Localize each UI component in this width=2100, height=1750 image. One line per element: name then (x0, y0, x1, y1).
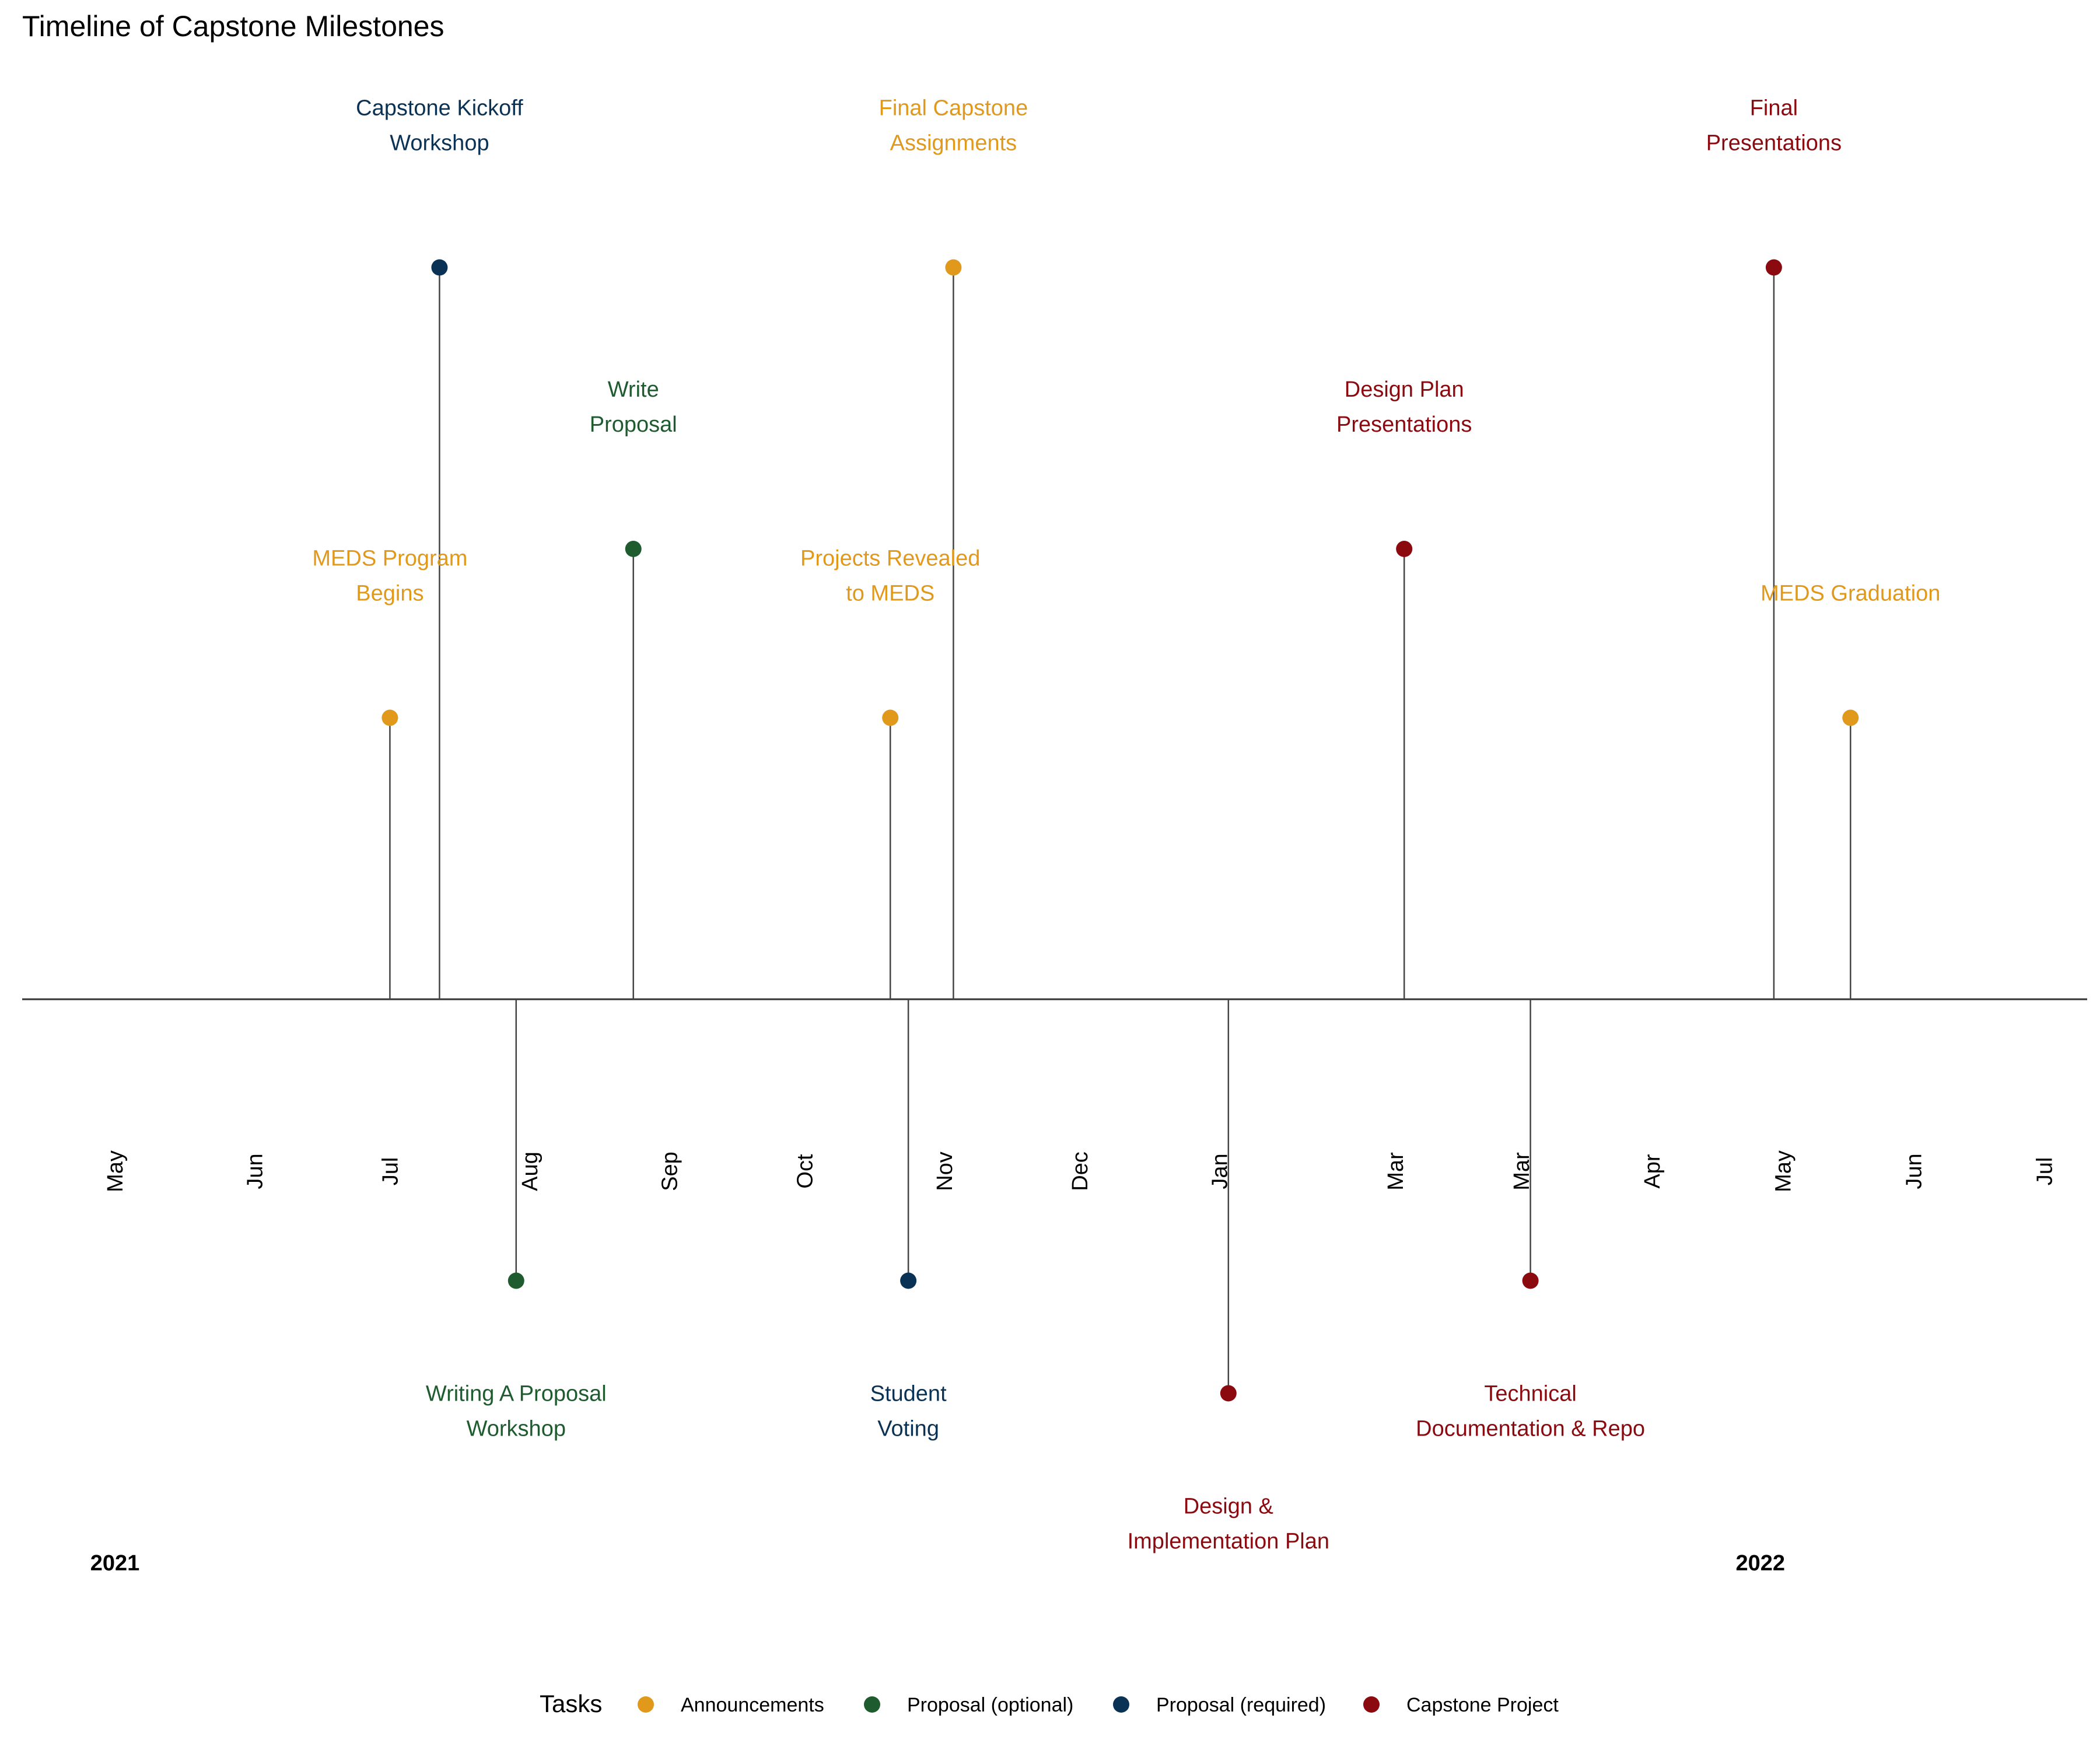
event-point (945, 259, 962, 276)
legend-swatch (1363, 1696, 1380, 1713)
event-label-line: Projects Revealed (800, 547, 980, 571)
month-label: Mar (1384, 1152, 1408, 1191)
month-label: Mar (1510, 1152, 1534, 1191)
event-label-line: Final (1750, 96, 1798, 121)
event-point (1765, 259, 1782, 276)
legend: Tasks Announcements Proposal (optional) Pr… (540, 1690, 1559, 1717)
event-label-line: Capstone Kickoff (356, 96, 523, 121)
event-label: Student Voting (870, 1382, 947, 1441)
legend-title: Tasks (540, 1690, 602, 1717)
event-label: Design Plan Presentations (1336, 377, 1472, 437)
event-label-line: Voting (877, 1417, 939, 1441)
event-label-line: Student (870, 1382, 947, 1406)
legend-swatch (1113, 1696, 1129, 1713)
month-label: Jul (2033, 1157, 2057, 1186)
month-label: Dec (1068, 1152, 1093, 1191)
event-point (1396, 541, 1413, 557)
event-label-line: Workshop (467, 1417, 566, 1441)
event-labels: MEDS Program Begins Capstone Kickoff Worksh… (312, 96, 1940, 1554)
event-points (382, 259, 1859, 1402)
chart-title: Timeline of Capstone Milestones (22, 10, 444, 43)
month-label: May (103, 1150, 128, 1192)
event-point (508, 1272, 524, 1289)
event-label-line: MEDS Program (312, 547, 467, 571)
event-label: Write Proposal (590, 377, 677, 437)
legend-swatch (638, 1696, 654, 1713)
event-label: Capstone Kickoff Workshop (356, 96, 523, 156)
event-label-line: MEDS Graduation (1760, 582, 1940, 606)
month-label: Jun (243, 1153, 268, 1189)
month-label: Jun (1902, 1153, 1926, 1189)
event-label: Writing A Proposal Workshop (426, 1382, 607, 1441)
month-label: Jul (378, 1157, 402, 1186)
event-point (1220, 1385, 1237, 1402)
legend-item-label: Proposal (optional) (907, 1694, 1073, 1716)
event-point (1522, 1272, 1539, 1289)
legend-item-label: Capstone Project (1406, 1694, 1559, 1716)
event-label-line: Presentations (1336, 412, 1472, 437)
event-label: Final Capstone Assignments (879, 96, 1028, 156)
legend-item-label: Announcements (681, 1694, 824, 1716)
month-label: Oct (793, 1154, 817, 1189)
event-label: Final Presentations (1706, 96, 1842, 156)
event-stems (389, 267, 1852, 1394)
event-label-line: Assignments (890, 131, 1017, 156)
event-label-line: Presentations (1706, 131, 1842, 156)
event-label: MEDS Program Begins (312, 547, 467, 606)
event-label-line: to MEDS (846, 582, 935, 606)
event-label-line: Implementation Plan (1128, 1530, 1329, 1554)
event-point (882, 709, 899, 726)
event-label: Design & Implementation Plan (1128, 1494, 1329, 1554)
event-label: Projects Revealed to MEDS (800, 547, 980, 606)
event-point (382, 709, 398, 726)
month-label: Jan (1208, 1153, 1232, 1189)
event-point (900, 1272, 917, 1289)
event-point (1842, 709, 1859, 726)
event-label: MEDS Graduation (1760, 582, 1940, 606)
month-label: Nov (933, 1152, 957, 1191)
year-label: 2022 (1735, 1551, 1785, 1576)
month-label: Aug (518, 1152, 542, 1191)
event-point (625, 541, 642, 557)
event-label-line: Design & (1184, 1494, 1273, 1519)
year-label: 2021 (90, 1551, 140, 1576)
event-point (431, 259, 448, 276)
event-label: Technical Documentation & Repo (1416, 1382, 1645, 1441)
event-label-line: Design Plan (1345, 377, 1464, 402)
event-label-line: Write (608, 377, 659, 402)
month-label: Apr (1640, 1154, 1665, 1188)
month-label: May (1771, 1150, 1796, 1192)
legend-item-label: Proposal (required) (1156, 1694, 1326, 1716)
event-label-line: Writing A Proposal (426, 1382, 607, 1406)
event-label-line: Proposal (590, 412, 677, 437)
event-label-line: Technical (1484, 1382, 1576, 1406)
year-labels: 2021 2022 (90, 1551, 1785, 1576)
event-label-line: Documentation & Repo (1416, 1417, 1645, 1441)
month-labels: May Jun Jul Aug Sep Oct Nov Dec Jan Mar Mar Apr May J… (103, 1150, 2057, 1192)
event-label-line: Begins (356, 582, 424, 606)
legend-swatch (864, 1696, 880, 1713)
event-label-line: Workshop (390, 131, 489, 156)
event-label-line: Final Capstone (879, 96, 1028, 121)
month-label: Sep (658, 1152, 682, 1191)
